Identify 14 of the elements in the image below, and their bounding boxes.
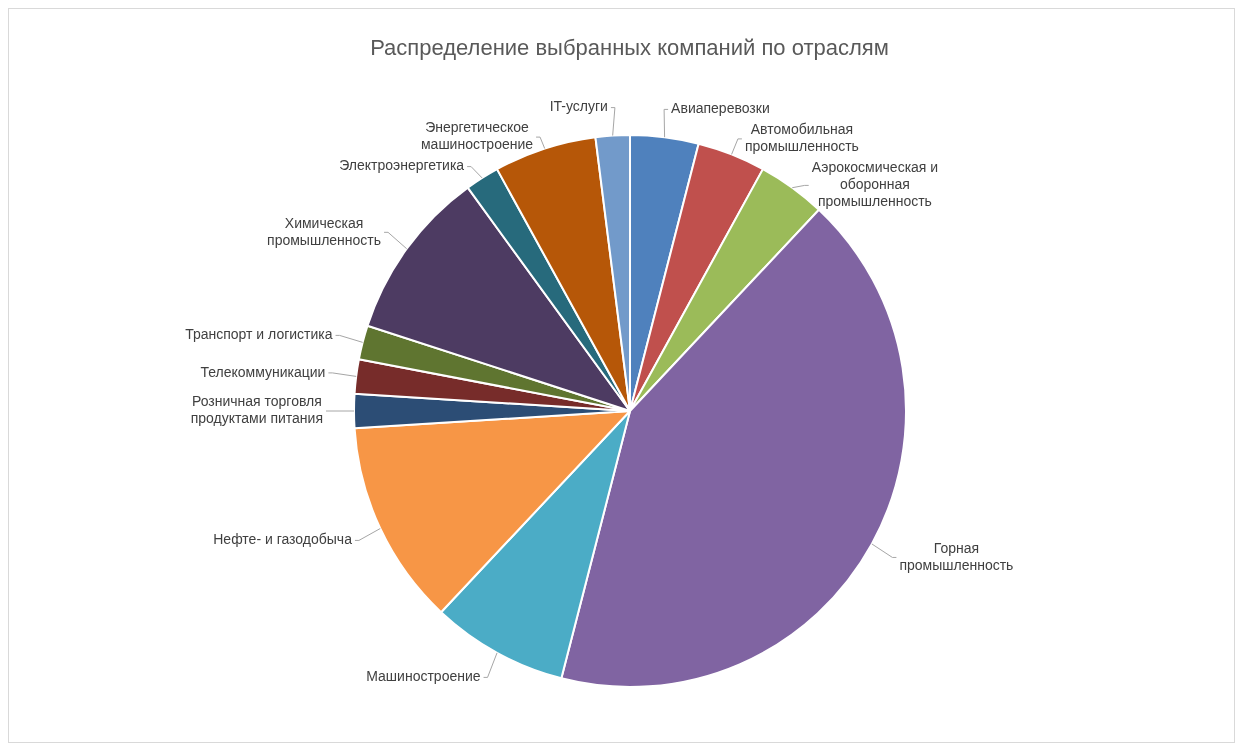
- slice-label: Машиностроение: [366, 668, 481, 685]
- slice-label: Розничная торговля продуктами питания: [190, 393, 323, 427]
- slice-label: Аэрокосмическая и оборонная промышленность: [811, 159, 939, 210]
- slice-label: Энергетическое машиностроение: [420, 119, 534, 153]
- slice-label: Нефте- и газодобыча: [213, 531, 353, 548]
- chart-title: Распределение выбранных компаний по отраслям: [370, 35, 889, 61]
- slice-label: IT-услуги: [549, 98, 608, 115]
- slice-label: Автомобильная промышленность: [744, 121, 859, 155]
- slice-label: Электроэнергетика: [339, 157, 465, 174]
- slice-label: Телекоммуникации: [200, 363, 326, 380]
- slice-label: Горная промышленность: [899, 539, 1014, 573]
- slice-label: Транспорт и логистика: [185, 326, 333, 343]
- slice-label: Химическая промышленность: [267, 214, 382, 248]
- slice-label: Авиаперевозки: [671, 100, 770, 117]
